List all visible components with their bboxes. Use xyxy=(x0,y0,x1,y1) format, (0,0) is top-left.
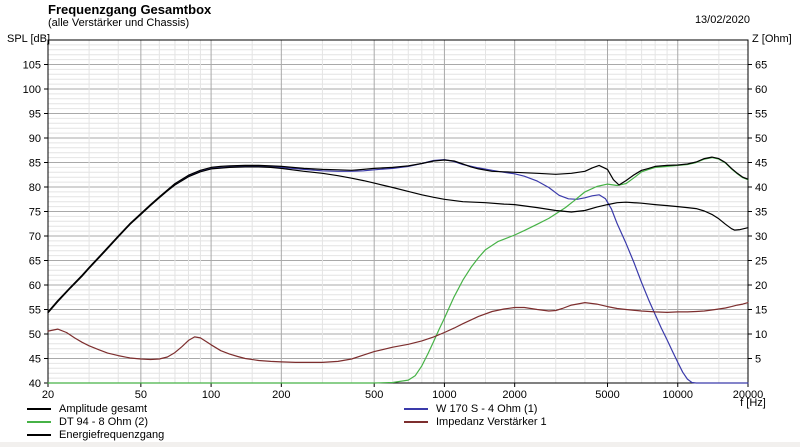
svg-text:10000: 10000 xyxy=(662,389,693,401)
svg-text:15: 15 xyxy=(755,305,767,317)
legend-label: W 170 S - 4 Ohm (1) xyxy=(436,402,538,415)
page-subtitle: (alle Verstärker und Chassis) xyxy=(48,17,190,29)
svg-text:50: 50 xyxy=(135,389,147,401)
chart-date: 13/02/2020 xyxy=(694,14,750,26)
svg-text:25: 25 xyxy=(755,256,767,268)
legend-item-energiefrequenzgang: Energiefrequenzgang xyxy=(27,428,164,441)
svg-text:55: 55 xyxy=(29,305,41,317)
legend-column-left: Amplitude gesamt DT 94 - 8 Ohm (2) Energ… xyxy=(27,402,164,441)
legend-label: Amplitude gesamt xyxy=(59,402,148,415)
svg-text:40: 40 xyxy=(755,182,767,194)
legend-swatch-dt94 xyxy=(27,420,51,423)
svg-text:75: 75 xyxy=(29,207,41,219)
left-axis-label: SPL [dB] xyxy=(7,33,51,45)
legend-item-impedanz: Impedanz Verstärker 1 xyxy=(404,415,547,428)
svg-text:60: 60 xyxy=(755,84,767,96)
svg-text:90: 90 xyxy=(29,133,41,145)
svg-text:35: 35 xyxy=(755,207,767,219)
svg-text:100: 100 xyxy=(202,389,220,401)
page-title: Frequenzgang Gesamtbox xyxy=(48,2,212,17)
svg-text:10: 10 xyxy=(755,329,767,341)
svg-text:100: 100 xyxy=(23,84,41,96)
legend-swatch-amplitude-gesamt xyxy=(27,407,51,410)
svg-text:30: 30 xyxy=(755,231,767,243)
svg-text:80: 80 xyxy=(29,182,41,194)
legend-label: DT 94 - 8 Ohm (2) xyxy=(59,415,149,428)
svg-text:45: 45 xyxy=(755,158,767,170)
svg-text:55: 55 xyxy=(755,109,767,121)
svg-text:1000: 1000 xyxy=(432,389,456,401)
svg-text:95: 95 xyxy=(29,109,41,121)
svg-text:65: 65 xyxy=(755,60,767,72)
svg-text:5: 5 xyxy=(755,354,761,366)
svg-text:65: 65 xyxy=(29,256,41,268)
legend-swatch-w170s xyxy=(404,407,428,410)
svg-text:5000: 5000 xyxy=(595,389,619,401)
right-axis-label: Z [Ohm] xyxy=(752,33,792,45)
svg-text:20: 20 xyxy=(42,389,54,401)
svg-text:70: 70 xyxy=(29,231,41,243)
svg-text:105: 105 xyxy=(23,60,41,72)
window-bottom-edge xyxy=(0,442,800,447)
svg-text:50: 50 xyxy=(29,329,41,341)
legend-item-w170s: W 170 S - 4 Ohm (1) xyxy=(404,402,547,415)
legend-item-dt94: DT 94 - 8 Ohm (2) xyxy=(27,415,164,428)
legend-swatch-energiefrequenzgang xyxy=(27,433,51,436)
legend-swatch-impedanz xyxy=(404,420,428,423)
legend-item-amplitude-gesamt: Amplitude gesamt xyxy=(27,402,164,415)
legend-label: Impedanz Verstärker 1 xyxy=(436,415,547,428)
svg-text:85: 85 xyxy=(29,158,41,170)
svg-text:50: 50 xyxy=(755,133,767,145)
svg-text:40: 40 xyxy=(29,378,41,390)
svg-text:20: 20 xyxy=(755,280,767,292)
legend-label: Energiefrequenzgang xyxy=(59,428,165,441)
svg-text:20000: 20000 xyxy=(733,389,764,401)
svg-text:60: 60 xyxy=(29,280,41,292)
svg-text:2000: 2000 xyxy=(502,389,526,401)
svg-text:45: 45 xyxy=(29,354,41,366)
legend-column-right: W 170 S - 4 Ohm (1) Impedanz Verstärker … xyxy=(404,402,547,428)
svg-text:500: 500 xyxy=(365,389,383,401)
x-axis-unit-label: f [Hz] xyxy=(740,397,766,409)
svg-text:200: 200 xyxy=(272,389,290,401)
